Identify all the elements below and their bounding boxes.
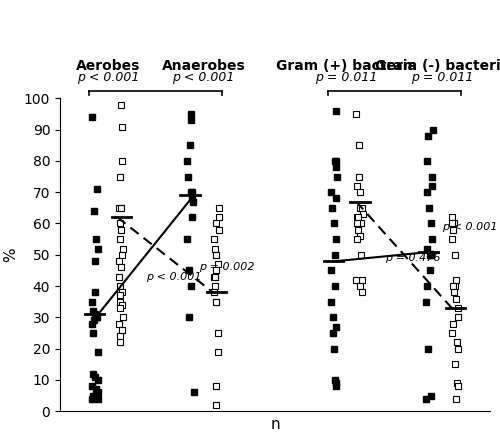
X-axis label: n: n <box>270 417 280 432</box>
Y-axis label: %: % <box>4 248 18 262</box>
Text: p = 0.476: p = 0.476 <box>385 253 440 263</box>
Text: p = 0.002: p = 0.002 <box>198 262 254 272</box>
Text: p = 0.011: p = 0.011 <box>316 71 378 84</box>
Text: Gram (+) bacteria: Gram (+) bacteria <box>276 59 417 73</box>
Text: Gram (-) bacteria: Gram (-) bacteria <box>374 59 500 73</box>
Text: p < 0.001: p < 0.001 <box>146 272 202 282</box>
Text: p < 0.001: p < 0.001 <box>172 71 234 84</box>
Text: Aerobes: Aerobes <box>76 59 140 73</box>
Text: Anaerobes: Anaerobes <box>162 59 245 73</box>
Text: p < 0.001: p < 0.001 <box>442 222 498 232</box>
Text: p = 0.011: p = 0.011 <box>411 71 474 84</box>
Text: p < 0.001: p < 0.001 <box>76 71 139 84</box>
